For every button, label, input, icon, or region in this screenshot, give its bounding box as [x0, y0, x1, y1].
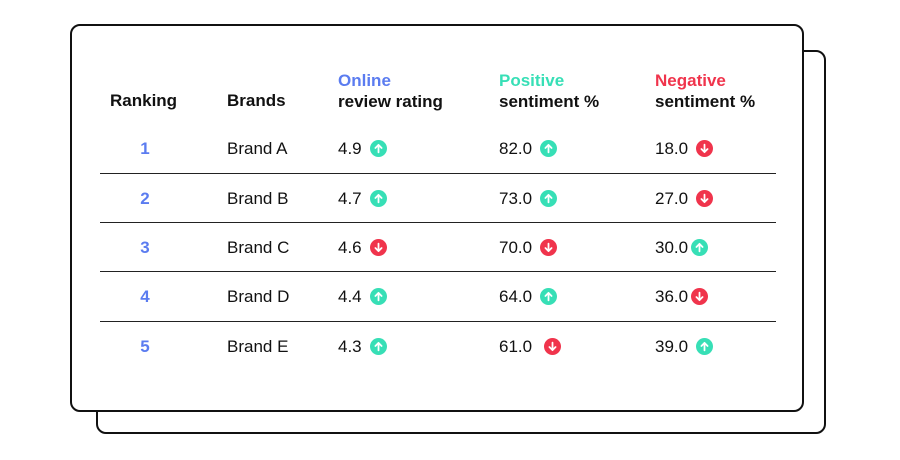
negative-sentiment-cell: 27.0 — [655, 174, 714, 223]
brand-cell: Brand C — [227, 237, 290, 257]
header-online-rest: review rating — [338, 92, 443, 111]
online-rating-cell: 4.6 — [338, 223, 387, 272]
negative-sentiment-cell: 18.0 — [655, 124, 714, 173]
positive-sentiment-value: 64.0 — [499, 286, 533, 306]
negative-sentiment-value: 18.0 — [655, 138, 689, 158]
rank-cell: 2 — [140, 188, 150, 208]
online-rating-value: 4.7 — [338, 188, 362, 208]
up-arrow-icon — [369, 140, 387, 157]
positive-sentiment-value: 70.0 — [499, 237, 533, 257]
online-rating-value: 4.9 — [338, 138, 362, 158]
header-positive-sentiment: Positive sentiment % — [499, 70, 599, 112]
online-rating-value: 4.3 — [338, 336, 362, 356]
down-arrow-icon — [369, 239, 387, 256]
ranking-table-card: Ranking Brands Online review rating Posi… — [70, 24, 804, 412]
rank-cell: 1 — [140, 138, 150, 158]
positive-sentiment-cell: 82.0 — [499, 124, 558, 173]
header-positive-rest: sentiment % — [499, 92, 600, 111]
positive-sentiment-cell: 64.0 — [499, 272, 558, 321]
up-arrow-icon — [696, 338, 714, 355]
online-rating-cell: 4.9 — [338, 124, 387, 173]
up-arrow-icon — [691, 239, 709, 256]
header-negative-rest: sentiment % — [655, 92, 756, 111]
up-arrow-icon — [369, 338, 387, 355]
negative-sentiment-value: 27.0 — [655, 188, 689, 208]
rank-cell: 3 — [140, 237, 150, 257]
online-rating-cell: 4.3 — [338, 322, 387, 371]
up-arrow-icon — [369, 288, 387, 305]
negative-sentiment-value: 36.0 — [655, 286, 689, 306]
brand-cell: Brand B — [227, 188, 289, 208]
brand-cell: Brand E — [227, 336, 289, 356]
down-arrow-icon — [696, 140, 714, 157]
header-positive-accent: Positive — [499, 71, 565, 90]
negative-sentiment-cell: 30.0 — [655, 223, 709, 272]
table-row: 4 Brand D 4.4 64.0 36.0 — [100, 271, 776, 321]
negative-sentiment-cell: 36.0 — [655, 272, 709, 321]
header-brands: Brands — [227, 91, 286, 110]
header-negative-sentiment: Negative sentiment % — [655, 70, 755, 112]
positive-sentiment-value: 73.0 — [499, 188, 533, 208]
table-row: 1 Brand A 4.9 82.0 18.0 — [100, 124, 776, 173]
header-online-accent: Online — [338, 71, 391, 90]
online-rating-cell: 4.4 — [338, 272, 387, 321]
brand-cell: Brand D — [227, 286, 290, 306]
down-arrow-icon — [540, 239, 558, 256]
online-rating-value: 4.4 — [338, 286, 362, 306]
up-arrow-icon — [540, 190, 558, 207]
up-arrow-icon — [540, 140, 558, 157]
positive-sentiment-cell: 70.0 — [499, 223, 558, 272]
up-arrow-icon — [540, 288, 558, 305]
positive-sentiment-value: 61.0 — [499, 336, 533, 356]
rank-cell: 4 — [140, 286, 150, 306]
positive-sentiment-cell: 61.0 — [499, 322, 562, 371]
table-row: 3 Brand C 4.6 70.0 30.0 — [100, 222, 776, 272]
table-row: 5 Brand E 4.3 61.0 39.0 — [100, 321, 776, 371]
negative-sentiment-cell: 39.0 — [655, 322, 714, 371]
positive-sentiment-value: 82.0 — [499, 138, 533, 158]
up-arrow-icon — [369, 190, 387, 207]
down-arrow-icon — [691, 288, 709, 305]
header-ranking: Ranking — [110, 91, 178, 110]
header-online-review-rating: Online review rating — [338, 70, 443, 112]
brand-cell: Brand A — [227, 138, 288, 158]
rank-cell: 5 — [140, 336, 150, 356]
down-arrow-icon — [544, 338, 562, 355]
table-row: 2 Brand B 4.7 73.0 27.0 — [100, 173, 776, 223]
online-rating-cell: 4.7 — [338, 174, 387, 223]
online-rating-value: 4.6 — [338, 237, 362, 257]
positive-sentiment-cell: 73.0 — [499, 174, 558, 223]
header-negative-accent: Negative — [655, 71, 726, 90]
down-arrow-icon — [696, 190, 714, 207]
negative-sentiment-value: 39.0 — [655, 336, 689, 356]
negative-sentiment-value: 30.0 — [655, 237, 689, 257]
